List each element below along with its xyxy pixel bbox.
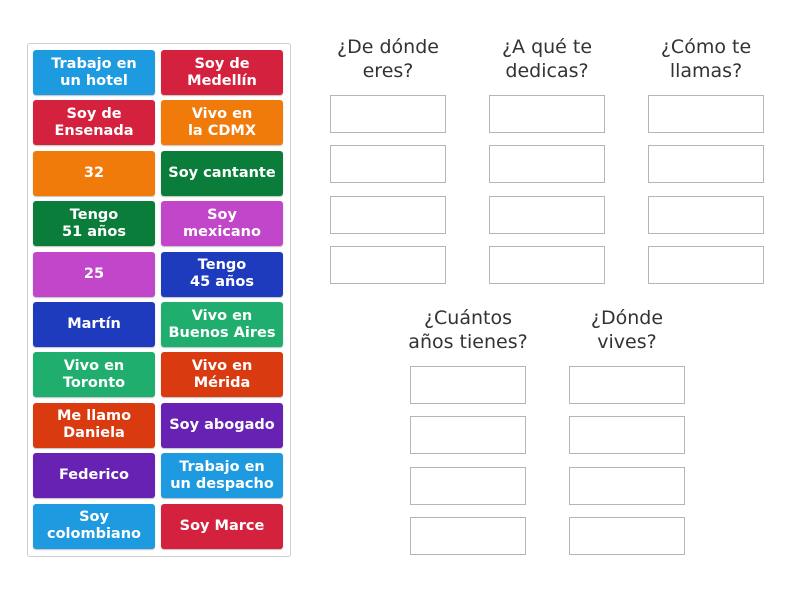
drop-slot[interactable] xyxy=(648,145,764,184)
answer-tile[interactable]: 25 xyxy=(33,251,155,297)
category-title: ¿Cuántos años tienes? xyxy=(408,307,528,353)
answer-tile[interactable]: Martín xyxy=(33,302,155,347)
drop-slot[interactable] xyxy=(648,95,764,133)
drop-slot[interactable] xyxy=(410,366,526,404)
answer-tile[interactable]: Federico xyxy=(33,453,155,499)
category-title: ¿De dónde eres? xyxy=(337,36,439,82)
category-title: ¿Dónde vives? xyxy=(590,307,664,353)
category-column: ¿Dónde vives? xyxy=(569,304,685,555)
drop-slot[interactable] xyxy=(569,466,685,505)
answer-tile[interactable]: Soy colombiano xyxy=(33,503,155,549)
answer-tile[interactable]: Tengo 51 años xyxy=(33,201,155,247)
answer-tile[interactable]: Tengo 45 años xyxy=(161,251,283,297)
answer-tile[interactable]: Soy cantante xyxy=(161,150,283,196)
drop-slot[interactable] xyxy=(648,195,764,234)
drop-slot[interactable] xyxy=(489,145,605,184)
answer-tile[interactable]: Soy abogado xyxy=(161,402,283,448)
drop-slot[interactable] xyxy=(330,145,446,184)
drop-slot[interactable] xyxy=(410,466,526,505)
drop-slot[interactable] xyxy=(330,95,446,133)
answer-tile[interactable]: Trabajo en un hotel xyxy=(33,50,155,95)
category-column: ¿Cuántos años tienes? xyxy=(408,304,528,555)
answer-tile[interactable]: Vivo en la CDMX xyxy=(161,100,283,146)
drop-slot[interactable] xyxy=(569,516,685,555)
category-column: ¿A qué te dedicas? xyxy=(489,33,605,284)
drop-slot[interactable] xyxy=(648,245,764,284)
drop-slot[interactable] xyxy=(330,245,446,284)
drop-slot[interactable] xyxy=(410,416,526,455)
answer-tile[interactable]: Soy de Ensenada xyxy=(33,100,155,146)
answer-tile[interactable]: Vivo en Mérida xyxy=(161,352,283,398)
drop-slot[interactable] xyxy=(410,516,526,555)
answer-tile[interactable]: Trabajo en un despacho xyxy=(161,453,283,499)
answer-tile[interactable]: Me llamo Daniela xyxy=(33,402,155,448)
answer-tile[interactable]: Soy de Medellín xyxy=(161,50,283,95)
answer-tile[interactable]: Vivo en Buenos Aires xyxy=(161,302,283,347)
answer-tile[interactable]: Soy mexicano xyxy=(161,201,283,247)
answer-tile[interactable]: 32 xyxy=(33,150,155,196)
category-title: ¿Cómo te llamas? xyxy=(660,36,752,82)
answer-tile[interactable]: Vivo en Toronto xyxy=(33,352,155,398)
drop-slot[interactable] xyxy=(489,195,605,234)
drop-slot[interactable] xyxy=(569,366,685,404)
drop-slot[interactable] xyxy=(489,245,605,284)
category-column: ¿De dónde eres? xyxy=(330,33,446,284)
drop-slot[interactable] xyxy=(569,416,685,455)
category-column: ¿Cómo te llamas? xyxy=(648,33,764,284)
category-title: ¿A qué te dedicas? xyxy=(501,36,593,82)
drop-slot[interactable] xyxy=(489,95,605,133)
tile-tray: Trabajo en un hotel Soy de Medellín Soy de En… xyxy=(27,43,291,557)
drop-slot[interactable] xyxy=(330,195,446,234)
answer-tile[interactable]: Soy Marce xyxy=(161,503,283,549)
